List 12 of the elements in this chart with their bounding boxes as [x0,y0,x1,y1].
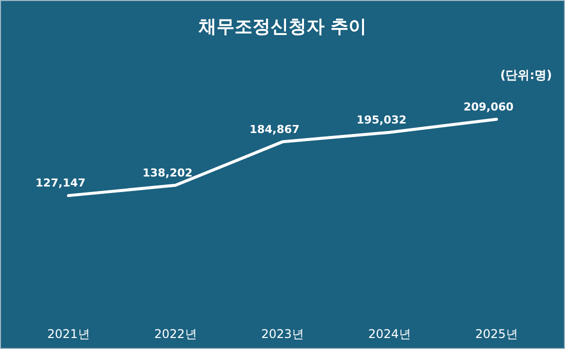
x-tick-label: 2023년 [261,327,304,341]
data-label: 195,032 [356,113,407,126]
data-label: 184,867 [249,122,300,136]
chart-title: 채무조정신청자 추이 [198,16,367,38]
x-tick-label: 2024년 [368,327,411,341]
data-label: 127,147 [35,176,86,190]
x-tick-label: 2025년 [475,327,518,341]
text: (단위:명) [500,68,552,82]
x-tick-label: 2022년 [154,327,197,341]
data-label: 209,060 [463,100,514,114]
data-label: 138,202 [142,166,193,180]
x-tick-label: 2021년 [47,327,90,341]
